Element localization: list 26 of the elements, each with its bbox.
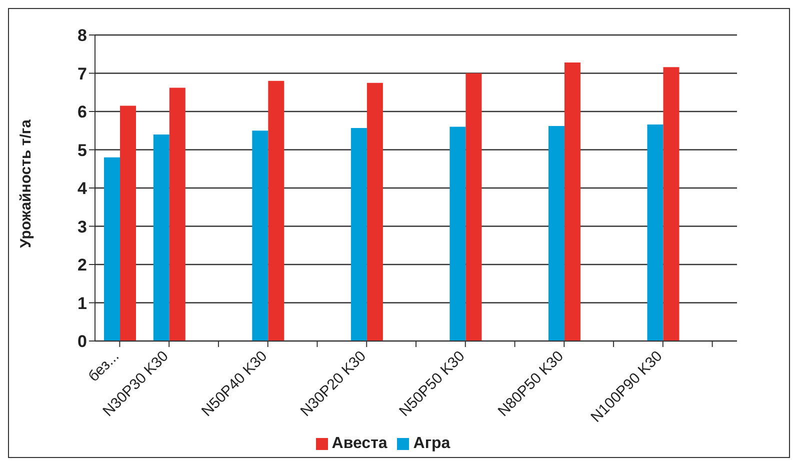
- bar: [450, 126, 466, 341]
- y-axis-title: Урожайность т/га: [17, 118, 34, 248]
- y-tick-label: 8: [78, 26, 87, 46]
- bar: [252, 130, 268, 341]
- y-tick-label: 5: [78, 140, 87, 160]
- bar: [647, 124, 664, 341]
- bar: [169, 88, 186, 341]
- y-tick-label: 4: [78, 179, 88, 198]
- legend-label: Авеста: [332, 435, 388, 452]
- bar: [564, 62, 580, 341]
- legend-label: Агра: [413, 435, 450, 452]
- bar: [153, 134, 170, 341]
- bar: [104, 157, 120, 341]
- bar: [366, 82, 383, 341]
- bar: [663, 67, 680, 341]
- y-tick-label: 1: [78, 294, 87, 313]
- bar: [268, 80, 284, 341]
- y-tick-label: 2: [78, 256, 87, 275]
- bar: [350, 128, 367, 341]
- y-tick-label: 3: [78, 217, 87, 236]
- bar: [120, 106, 136, 341]
- y-tick-label: 7: [78, 64, 87, 84]
- y-tick-label: 0: [78, 332, 87, 352]
- y-tick-label: 6: [78, 102, 87, 122]
- bar: [548, 126, 564, 341]
- bar: [466, 73, 482, 341]
